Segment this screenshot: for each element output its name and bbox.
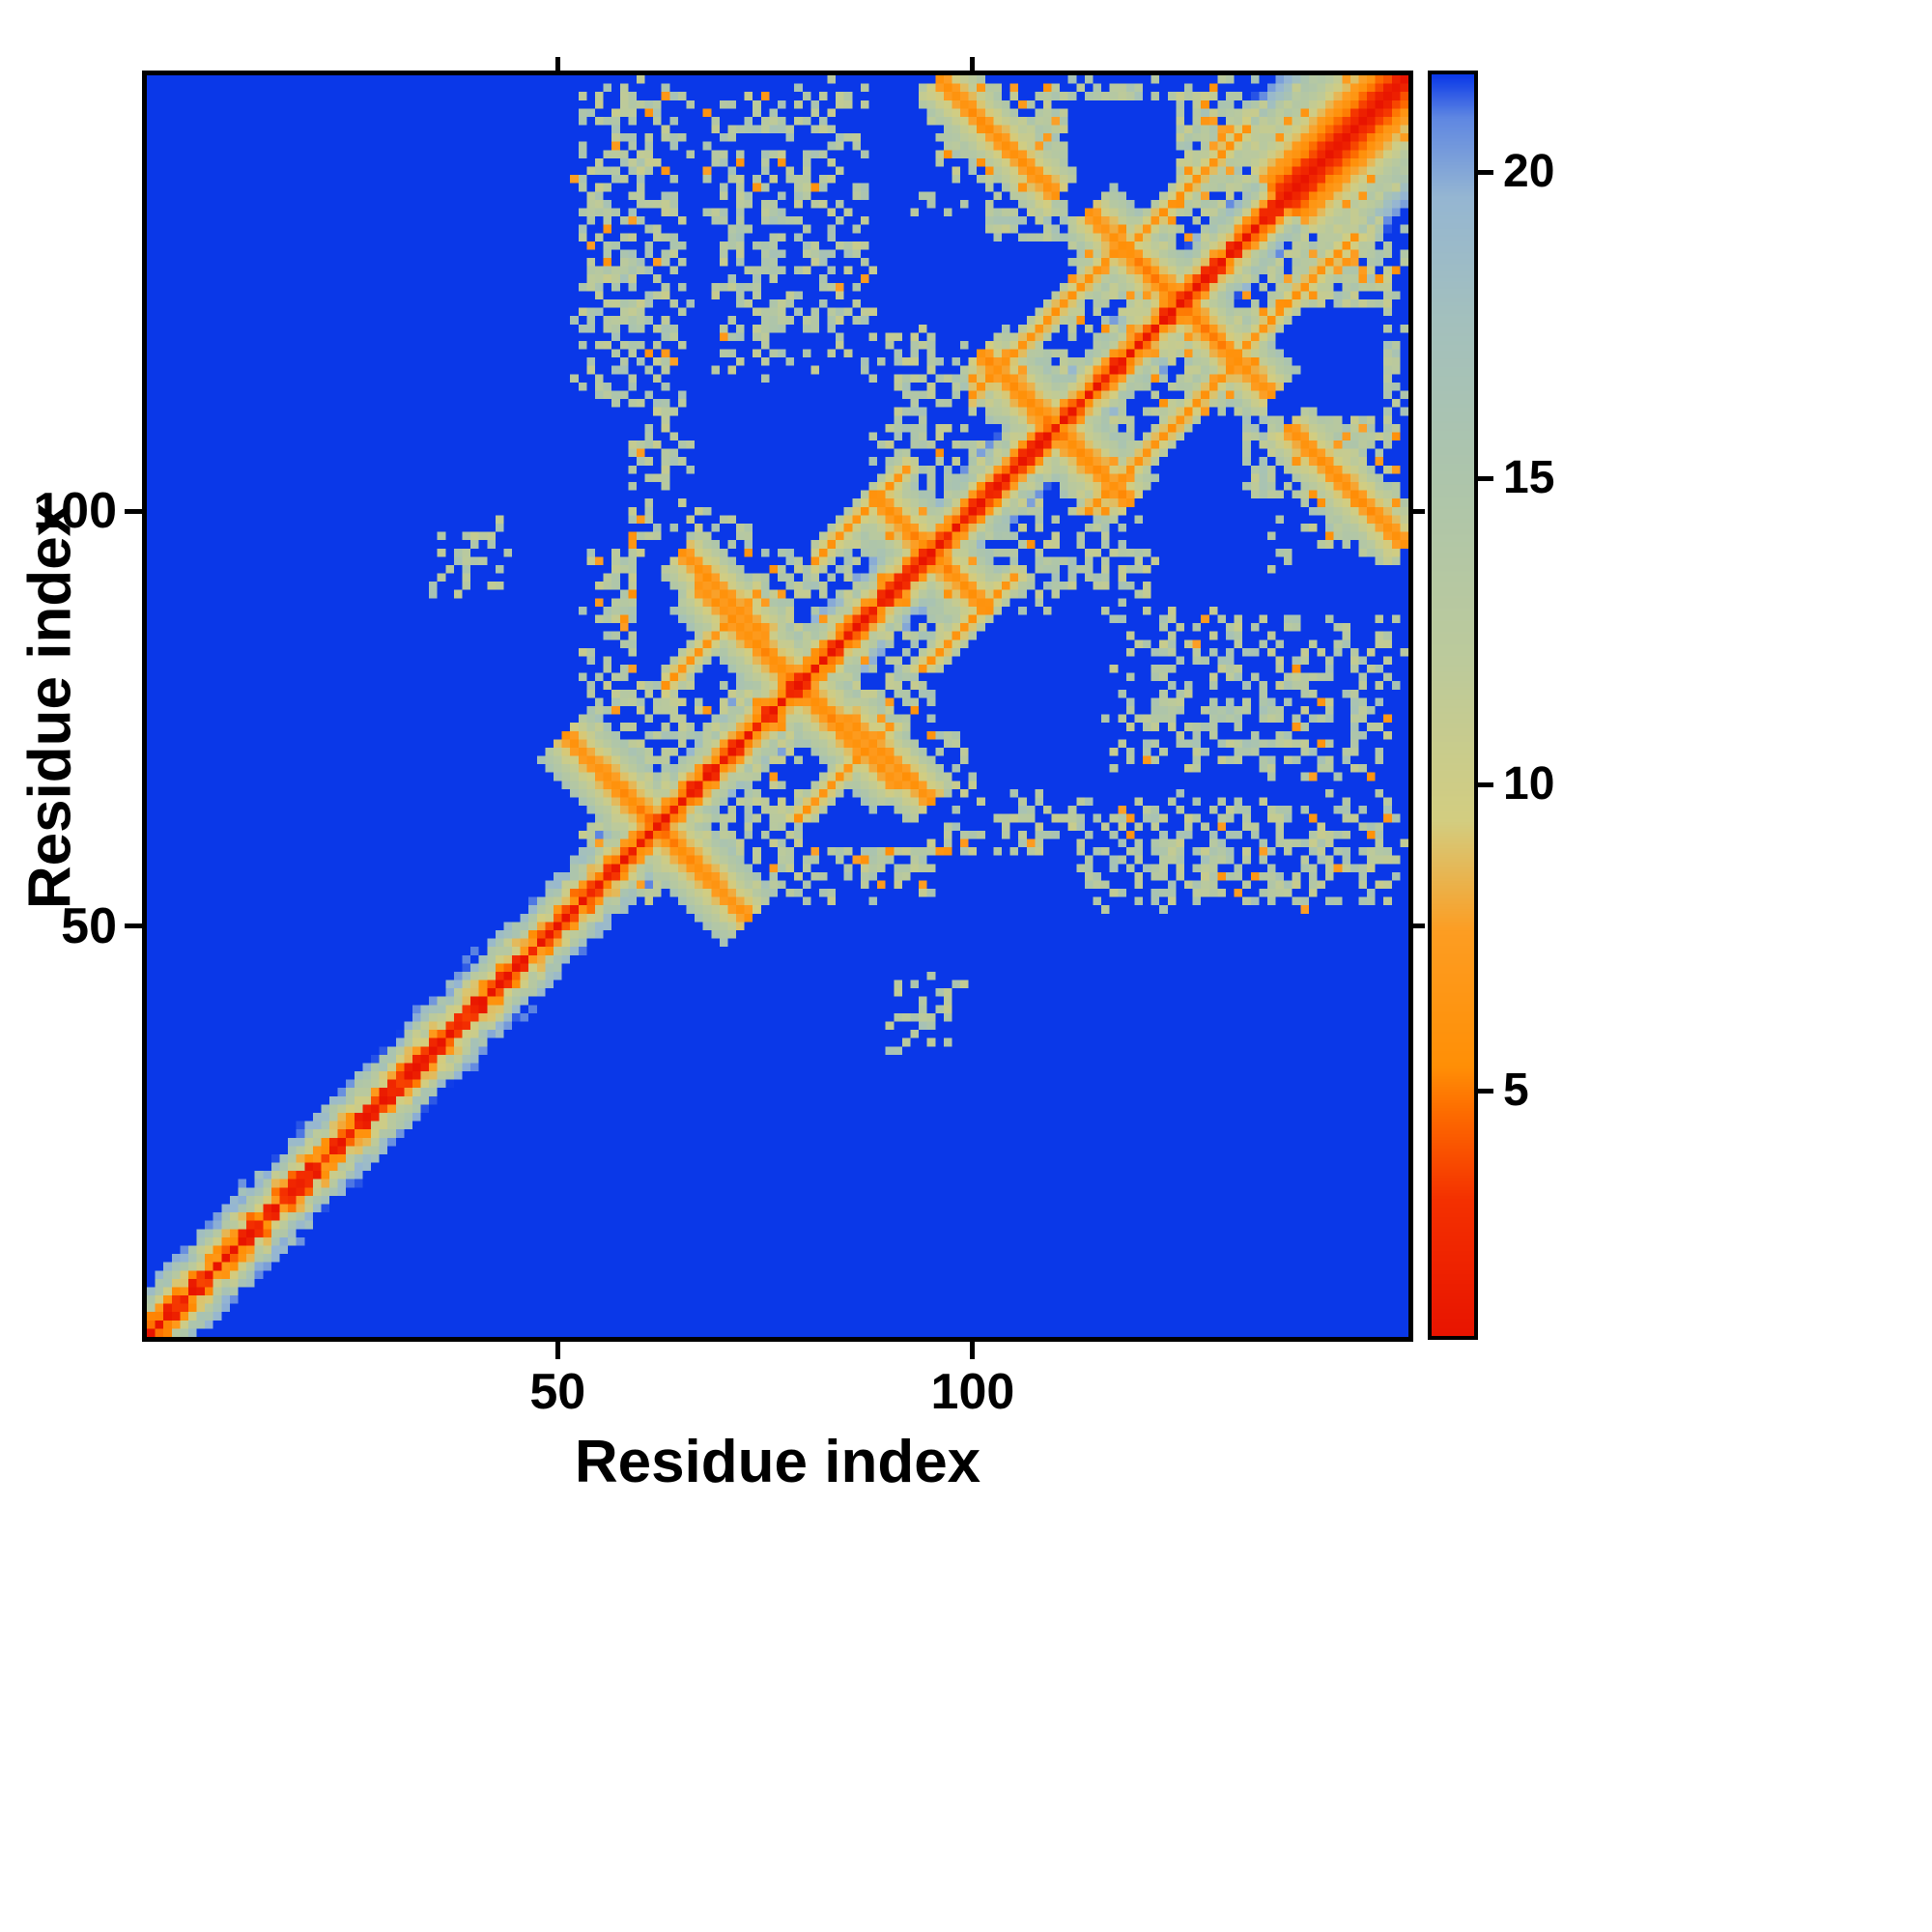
colorbar-tick-mark: [1478, 781, 1493, 787]
colorbar-tick-label: 10: [1503, 758, 1555, 810]
colorbar-tick-label: 20: [1503, 146, 1555, 198]
y-tick-mark: [125, 508, 142, 514]
colorbar-tick-mark: [1478, 1088, 1493, 1094]
y-tick-label: 50: [61, 897, 117, 954]
colorbar-tick-mark: [1478, 169, 1493, 175]
colorbar: [1428, 71, 1478, 1340]
colorbar-tick-mark: [1478, 475, 1493, 481]
colorbar-canvas: [1432, 74, 1474, 1336]
y-axis-title: Residue index: [16, 502, 84, 910]
x-tick-label: 50: [529, 1364, 586, 1420]
heatmap-plot-area: [142, 71, 1413, 1342]
x-tick-mark: [554, 1342, 560, 1359]
y-tick-mark-right: [1413, 508, 1425, 514]
y-tick-label: 100: [33, 483, 117, 540]
x-axis-title: Residue index: [574, 1429, 981, 1495]
heatmap-canvas: [147, 75, 1408, 1337]
x-tick-mark-top: [554, 57, 560, 71]
x-tick-label: 100: [930, 1364, 1015, 1420]
x-tick-mark-top: [970, 57, 976, 71]
y-tick-mark: [125, 923, 142, 929]
y-tick-mark-right: [1413, 923, 1425, 929]
x-tick-mark: [970, 1342, 976, 1359]
colorbar-tick-label: 5: [1503, 1065, 1529, 1117]
colorbar-tick-label: 15: [1503, 452, 1555, 504]
